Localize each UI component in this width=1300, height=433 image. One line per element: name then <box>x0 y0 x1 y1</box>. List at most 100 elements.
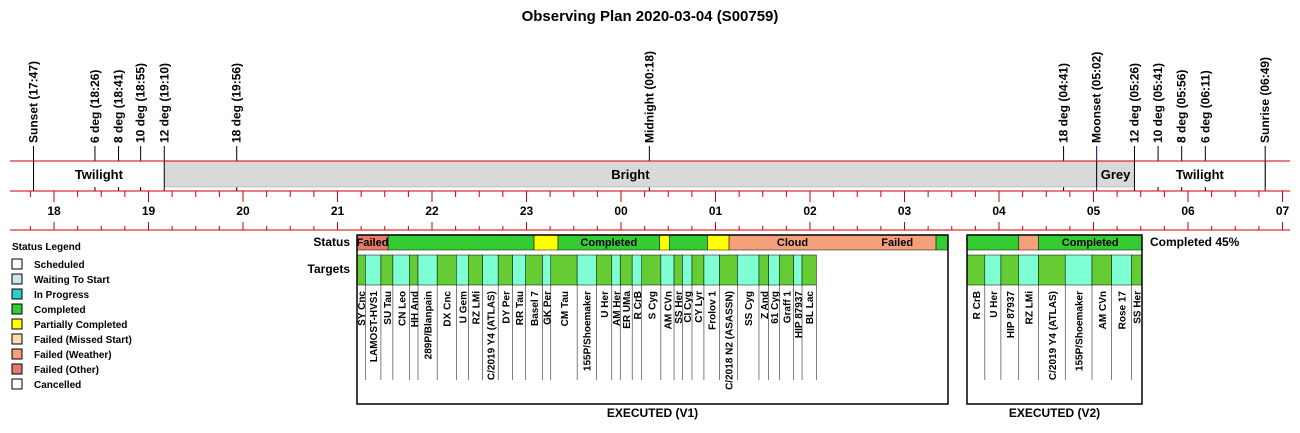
sky-bands: Twilight Bright Grey Twilight <box>33 160 1266 188</box>
target-name: Rose 17 <box>1117 291 1128 330</box>
legend-title: Status Legend <box>12 242 81 253</box>
target-name: HH And <box>410 291 421 327</box>
target-name: SS Cyg <box>744 291 755 326</box>
target-cell <box>380 254 394 286</box>
target-name: R CrB <box>972 291 983 319</box>
target-cell <box>468 254 483 286</box>
legend-swatch <box>11 288 23 300</box>
target-cell <box>737 254 760 286</box>
hour-axis: 18 19 20 21 22 23 00 01 02 03 04 05 06 07 <box>10 160 1290 231</box>
target-cell <box>365 254 382 286</box>
target-cell <box>631 254 642 286</box>
status-label: Failed <box>881 237 913 249</box>
hour-label: 02 <box>803 204 817 218</box>
legend-swatch <box>11 273 23 285</box>
target-name: LAMOST-HVS1 <box>369 291 380 363</box>
target-cell <box>1000 254 1020 286</box>
event-label: 12 deg (05:26) <box>1127 63 1141 143</box>
target-name: RR Tau <box>515 291 526 325</box>
target-name: Basel 7 <box>530 291 541 326</box>
target-name: 155P/Shoemaker <box>583 291 594 371</box>
target-name: RZ LMi <box>471 291 482 325</box>
executed-blocks: Failed Completed Cloud Failed SY Cnc LAMOST-H… <box>356 234 1144 420</box>
target-cell <box>1131 254 1143 286</box>
target-name: U Her <box>600 291 611 318</box>
hour-label: 03 <box>898 204 912 218</box>
legend-swatch <box>11 348 23 360</box>
sky-band-label: Twilight <box>75 167 124 182</box>
legend-item: Scheduled <box>34 260 85 271</box>
event-label: Moonset (05:02) <box>1090 52 1104 143</box>
target-name: SS Her <box>674 291 685 324</box>
target-name: 289P/Blanpain <box>424 291 435 359</box>
target-cell <box>1018 254 1039 286</box>
target-name: DY Per <box>501 291 512 324</box>
target-cell <box>779 254 794 286</box>
target-name: Z And <box>760 291 771 319</box>
target-cell <box>456 254 469 286</box>
target-name: ER UMa <box>622 291 633 329</box>
status-label: Cloud <box>777 237 808 249</box>
legend-swatch <box>11 303 23 315</box>
target-cell <box>1064 254 1093 286</box>
target-cell <box>1038 254 1066 286</box>
target-name: HIP 87937 <box>1006 291 1017 339</box>
event-label: 6 deg (06:11) <box>1198 70 1212 143</box>
target-cell <box>719 254 738 286</box>
target-cell <box>984 254 1002 286</box>
legend-swatch <box>11 333 23 345</box>
legend-item: Completed <box>34 305 86 316</box>
legend-item: Failed (Missed Start) <box>34 335 132 346</box>
status-segment <box>1018 234 1039 251</box>
target-cell <box>801 254 817 286</box>
target-name: C/2018 N2 (ASASSN) <box>724 291 735 390</box>
target-cell <box>550 254 578 286</box>
status-segment <box>387 234 535 251</box>
legend-item: Cancelled <box>34 380 81 391</box>
target-cell <box>1111 254 1132 286</box>
status-segment <box>935 234 949 251</box>
status-segment <box>668 234 708 251</box>
target-name: Frolov 1 <box>708 291 719 330</box>
target-cell <box>482 254 499 286</box>
sky-band <box>1096 160 1135 188</box>
target-cell <box>497 254 513 286</box>
chart-title: Observing Plan 2020-03-04 (S00759) <box>522 8 779 25</box>
target-name: RZ LMi <box>1025 291 1036 325</box>
hour-label: 06 <box>1181 204 1195 218</box>
target-cell <box>758 254 769 286</box>
target-name: DX Cnc <box>443 291 454 327</box>
target-name: AM Her <box>612 291 623 326</box>
hour-label: 05 <box>1087 204 1101 218</box>
event-label: 18 deg (19:56) <box>230 63 244 143</box>
event-label: 8 deg (05:56) <box>1175 70 1189 143</box>
target-name: U Her <box>989 291 1000 318</box>
event-markers: Sunset (17:47) 6 deg (18:26) 8 deg (18:41)… <box>27 51 1272 191</box>
target-cell <box>392 254 410 286</box>
target-cell <box>409 254 419 286</box>
hour-label: 01 <box>709 204 723 218</box>
target-name: SY Cnc <box>357 291 368 326</box>
target-cell <box>768 254 780 286</box>
target-cell <box>619 254 633 286</box>
status-row-label: Status <box>313 235 350 249</box>
target-cell <box>542 254 552 286</box>
target-name: C/2019 Y4 (ATLAS) <box>486 291 497 380</box>
target-name: CY Lyr <box>694 291 705 323</box>
target-cell <box>793 254 803 286</box>
event-label: 8 deg (18:41) <box>112 70 126 143</box>
target-cell <box>660 254 675 286</box>
hour-label: 23 <box>520 204 534 218</box>
hour-label: 22 <box>425 204 439 218</box>
hour-label: 21 <box>331 204 345 218</box>
status-segment <box>533 234 559 251</box>
target-name: C/2019 Y4 (ATLAS) <box>1048 291 1059 380</box>
sky-band <box>164 160 1097 188</box>
event-label: Sunrise (06:49) <box>1258 57 1272 143</box>
event-label: Sunset (17:47) <box>27 61 41 143</box>
legend-item: Partially Completed <box>34 320 127 331</box>
target-name: Graff 1 <box>782 291 793 324</box>
event-label: 10 deg (18:55) <box>134 63 148 143</box>
target-name: GK Per <box>543 291 554 325</box>
